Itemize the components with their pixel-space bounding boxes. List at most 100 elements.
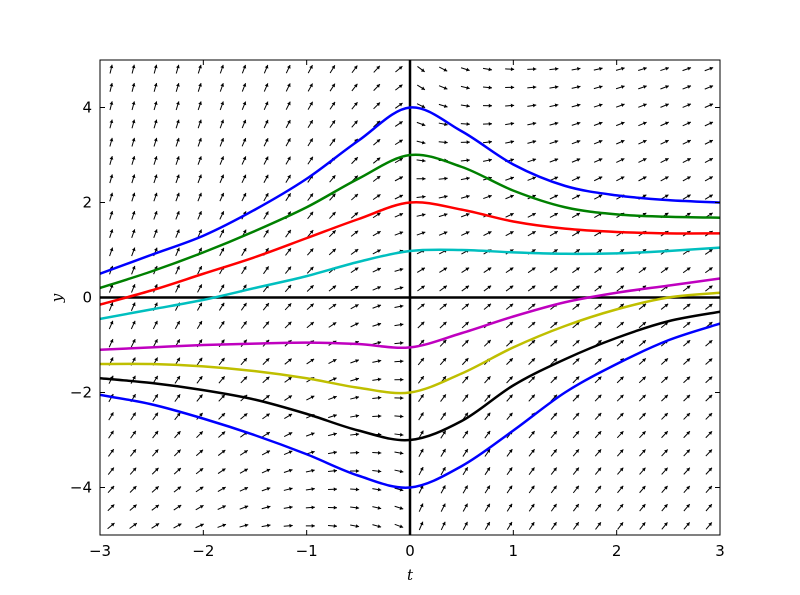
field-arrow	[217, 505, 227, 510]
solution-curve-7	[100, 310, 720, 442]
field-arrow	[506, 467, 513, 476]
field-arrow	[439, 339, 447, 347]
field-arrow	[638, 176, 647, 182]
field-arrow	[638, 121, 647, 127]
field-arrow	[372, 340, 382, 345]
field-arrow	[261, 523, 271, 528]
field-arrow	[283, 505, 293, 510]
field-arrow	[705, 449, 713, 457]
field-arrow	[262, 321, 270, 329]
field-arrow	[283, 523, 293, 528]
field-arrow	[241, 137, 247, 147]
field-arrow	[638, 139, 647, 145]
field-arrow	[483, 303, 492, 310]
field-arrow	[440, 521, 446, 531]
solution-curve-2	[100, 153, 720, 290]
y-tick-label: 2	[82, 194, 92, 212]
field-arrow	[175, 174, 180, 184]
field-arrow	[394, 451, 404, 455]
field-arrow	[661, 485, 668, 494]
field-arrow	[704, 85, 714, 90]
axis-ticks: −3 −2 −1 0 1 2 3 −4 −2 0 2 4	[70, 60, 725, 560]
field-arrow	[327, 487, 338, 492]
field-arrow	[549, 158, 559, 163]
field-arrow	[462, 448, 469, 457]
field-arrow	[306, 248, 314, 256]
field-arrow	[196, 394, 203, 402]
field-arrow	[440, 503, 446, 512]
field-arrow	[372, 286, 382, 291]
field-arrow	[153, 101, 158, 111]
field-arrow	[372, 414, 382, 419]
field-arrow	[418, 393, 425, 402]
field-arrow	[638, 103, 647, 108]
field-arrow	[418, 412, 424, 421]
field-arrow	[460, 176, 470, 181]
field-arrow	[505, 103, 515, 108]
field-arrow	[284, 395, 293, 401]
field-arrow	[372, 487, 382, 492]
field-arrow	[394, 523, 404, 529]
field-arrow	[394, 231, 404, 236]
field-arrow	[528, 430, 536, 439]
field-arrow	[639, 522, 646, 530]
field-arrow	[109, 229, 114, 238]
field-arrow	[616, 430, 624, 439]
field-arrow	[307, 138, 314, 147]
field-arrow	[197, 192, 202, 202]
field-arrow	[131, 156, 136, 165]
field-arrow	[505, 194, 514, 200]
field-arrow	[638, 339, 647, 347]
field-arrow	[153, 156, 158, 165]
field-arrow	[661, 376, 669, 384]
field-arrow	[372, 267, 382, 273]
field-arrow	[550, 430, 558, 439]
field-arrow	[616, 339, 625, 347]
field-arrow	[549, 194, 559, 200]
field-arrow	[351, 65, 358, 74]
field-arrow	[638, 267, 647, 274]
field-arrow	[129, 485, 137, 493]
field-arrow	[328, 322, 337, 328]
field-arrow	[372, 322, 382, 327]
field-arrow	[350, 285, 359, 292]
field-arrow	[372, 194, 381, 201]
field-arrow	[593, 85, 603, 90]
field-arrow	[505, 121, 515, 126]
x-tick-label: 0	[405, 542, 415, 560]
field-arrow	[593, 66, 603, 71]
field-arrow	[196, 375, 203, 384]
field-arrow	[484, 467, 491, 476]
field-arrow	[571, 103, 581, 108]
field-arrow	[682, 285, 691, 292]
field-arrow	[483, 267, 492, 274]
field-arrow	[263, 174, 269, 183]
field-arrow	[306, 395, 315, 401]
field-arrow	[219, 229, 225, 238]
field-arrow	[705, 358, 713, 365]
field-arrow	[661, 394, 669, 402]
field-arrow	[218, 375, 226, 384]
field-arrow	[263, 64, 269, 74]
field-arrow	[616, 376, 624, 384]
solution-curve-4	[100, 246, 720, 321]
field-arrow	[108, 430, 114, 439]
field-arrow	[108, 320, 114, 330]
field-arrow	[615, 85, 625, 90]
field-arrow	[482, 103, 493, 108]
field-arrow	[175, 64, 180, 74]
field-arrow	[328, 414, 337, 419]
field-arrow	[704, 66, 714, 72]
field-arrow	[329, 83, 336, 92]
field-arrow	[197, 64, 202, 74]
field-arrow	[462, 466, 469, 476]
field-arrow	[218, 412, 226, 420]
field-arrow	[682, 194, 691, 200]
field-arrow	[528, 485, 535, 494]
field-arrow	[107, 522, 115, 530]
field-arrow	[108, 338, 114, 348]
field-arrow	[416, 231, 426, 236]
solution-curves	[100, 106, 720, 489]
field-arrow	[484, 448, 491, 457]
